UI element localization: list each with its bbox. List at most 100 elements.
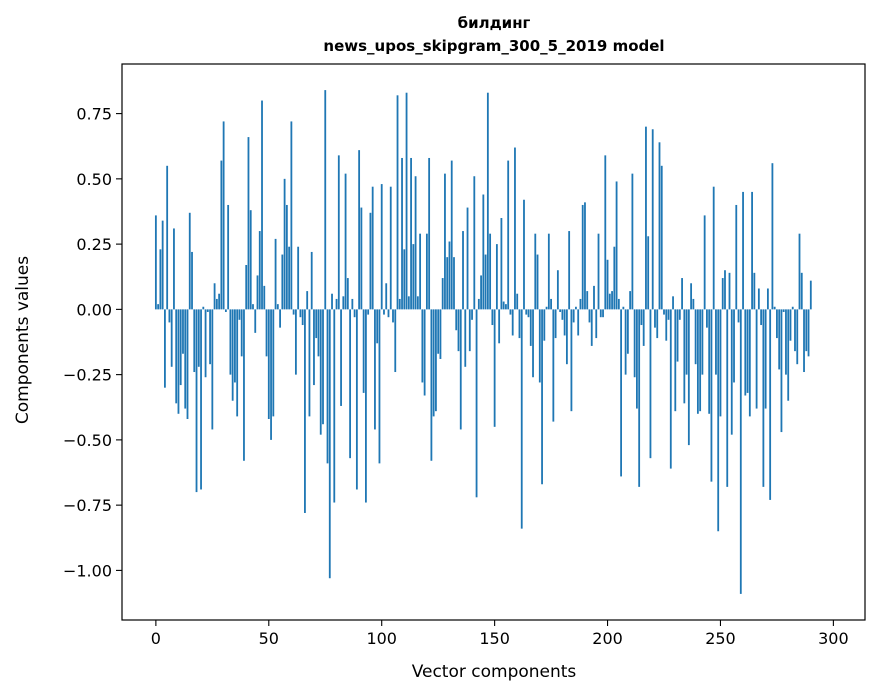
bar <box>672 296 674 310</box>
bar <box>482 194 485 310</box>
bar <box>721 278 724 310</box>
bar <box>365 309 367 503</box>
bar <box>471 309 473 320</box>
bar <box>197 309 200 367</box>
bar <box>358 150 361 310</box>
bar <box>247 137 250 310</box>
bar <box>611 291 613 310</box>
bar <box>575 306 577 310</box>
bar <box>581 204 584 310</box>
bar <box>757 288 760 310</box>
bar <box>166 165 169 310</box>
bar <box>710 309 713 482</box>
bar <box>191 251 193 310</box>
bar <box>667 309 670 320</box>
bar <box>753 272 756 310</box>
bar <box>604 155 607 310</box>
bar <box>507 160 510 310</box>
bar <box>369 212 372 310</box>
bar <box>751 191 753 310</box>
bar <box>692 298 695 310</box>
bar <box>292 309 295 315</box>
bar <box>267 309 270 419</box>
bar <box>638 309 641 487</box>
bar <box>252 304 254 310</box>
bar <box>450 160 453 310</box>
bar <box>462 231 464 310</box>
bar <box>195 309 198 493</box>
bar <box>193 309 196 373</box>
bar <box>378 309 381 464</box>
bar <box>177 309 180 414</box>
bar <box>389 186 392 310</box>
bar <box>313 309 315 386</box>
bar <box>579 298 582 310</box>
bar <box>249 210 252 310</box>
bar <box>243 309 245 461</box>
bar <box>319 309 322 435</box>
bar <box>681 278 683 310</box>
bar <box>694 309 697 365</box>
bar <box>224 309 227 312</box>
bar <box>626 309 629 354</box>
bar <box>430 309 433 461</box>
x-tick-label: 200 <box>592 629 623 648</box>
bar <box>444 173 446 310</box>
bar <box>735 204 738 310</box>
bar <box>773 306 776 310</box>
bar <box>240 309 243 357</box>
bar <box>234 309 236 383</box>
bar <box>726 309 729 487</box>
bar <box>706 309 708 328</box>
bar <box>550 298 552 310</box>
bar <box>475 309 478 498</box>
plot-frame <box>121 63 866 621</box>
bar <box>509 309 512 315</box>
bar <box>663 309 665 315</box>
bar <box>511 309 514 336</box>
bar <box>631 173 634 310</box>
bar <box>739 309 742 594</box>
bar <box>807 309 810 357</box>
bar <box>380 184 383 310</box>
bar <box>227 204 230 310</box>
bar <box>798 233 801 310</box>
bar <box>414 176 417 310</box>
bar <box>398 298 401 310</box>
x-tick-label: 250 <box>705 629 736 648</box>
bar <box>620 309 622 477</box>
bar <box>290 121 293 310</box>
bar <box>407 296 410 310</box>
bar <box>412 244 415 310</box>
bar <box>351 298 354 310</box>
bar <box>270 309 272 440</box>
bar <box>209 309 211 365</box>
bar <box>401 157 403 310</box>
bar <box>315 309 318 339</box>
bar <box>367 309 370 315</box>
bar <box>563 309 566 336</box>
bar <box>265 309 268 357</box>
bar <box>651 129 654 310</box>
x-tick-label: 300 <box>818 629 849 648</box>
bar <box>505 304 507 310</box>
bar <box>782 309 785 312</box>
bar <box>491 309 494 326</box>
bar <box>516 293 519 310</box>
bar <box>593 285 595 310</box>
bar <box>385 283 388 310</box>
bar <box>184 309 187 409</box>
bar <box>489 233 492 310</box>
bar <box>737 309 740 323</box>
bar <box>493 309 496 427</box>
bar <box>719 309 722 417</box>
bar <box>640 309 643 326</box>
bar <box>206 309 209 312</box>
bar <box>344 173 347 310</box>
bar <box>495 244 498 310</box>
bar <box>715 309 717 375</box>
bar <box>231 309 234 401</box>
bar <box>274 238 277 310</box>
bar <box>728 272 731 310</box>
bar <box>288 246 291 310</box>
